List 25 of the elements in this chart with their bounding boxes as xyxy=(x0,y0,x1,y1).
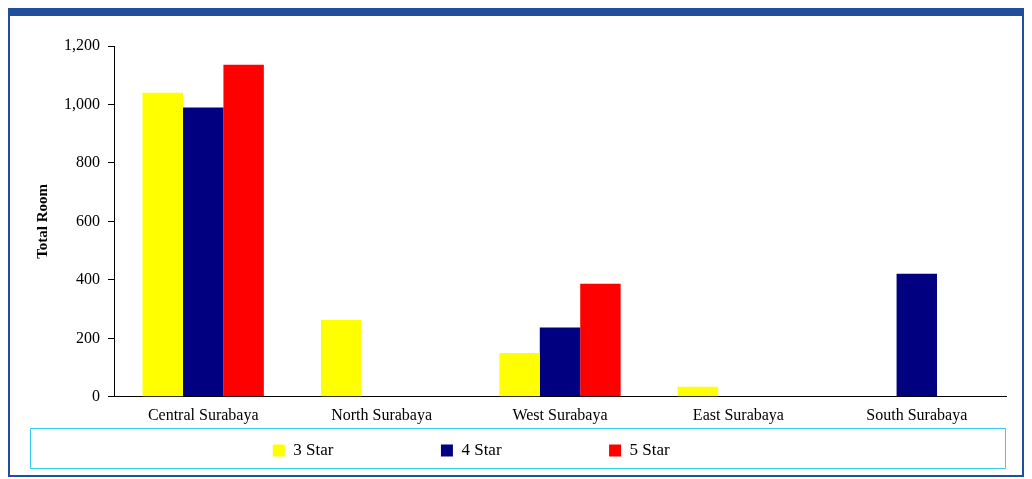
y-tick-label: 400 xyxy=(76,270,100,288)
bar xyxy=(677,386,719,397)
y-tick-label: 0 xyxy=(92,387,100,404)
bar xyxy=(499,352,540,397)
bar xyxy=(320,319,362,397)
x-tick-label: South Surabaya xyxy=(866,405,968,424)
y-tick-label: 200 xyxy=(76,328,100,346)
y-tick-label: 1,200 xyxy=(64,36,100,54)
x-tick-label: West Surabaya xyxy=(512,405,608,424)
legend-label: 5 Star xyxy=(629,439,764,459)
bar xyxy=(142,92,183,397)
bar xyxy=(896,273,938,397)
bar xyxy=(580,283,621,397)
y-tick-label: 600 xyxy=(76,211,100,229)
y-axis-title: Total Room xyxy=(33,183,50,259)
bar xyxy=(182,107,224,397)
bar xyxy=(223,64,264,397)
y-tick-label: 1,000 xyxy=(64,94,100,112)
y-tick-label: 800 xyxy=(76,153,100,171)
x-tick-label: Central Surabaya xyxy=(147,405,259,424)
x-tick-label: East Surabaya xyxy=(692,405,784,424)
bar xyxy=(539,327,581,397)
x-tick-label: North Surabaya xyxy=(331,405,433,424)
legend-label: 3 Star xyxy=(293,439,427,459)
legend-label: 4 Star xyxy=(461,439,596,459)
